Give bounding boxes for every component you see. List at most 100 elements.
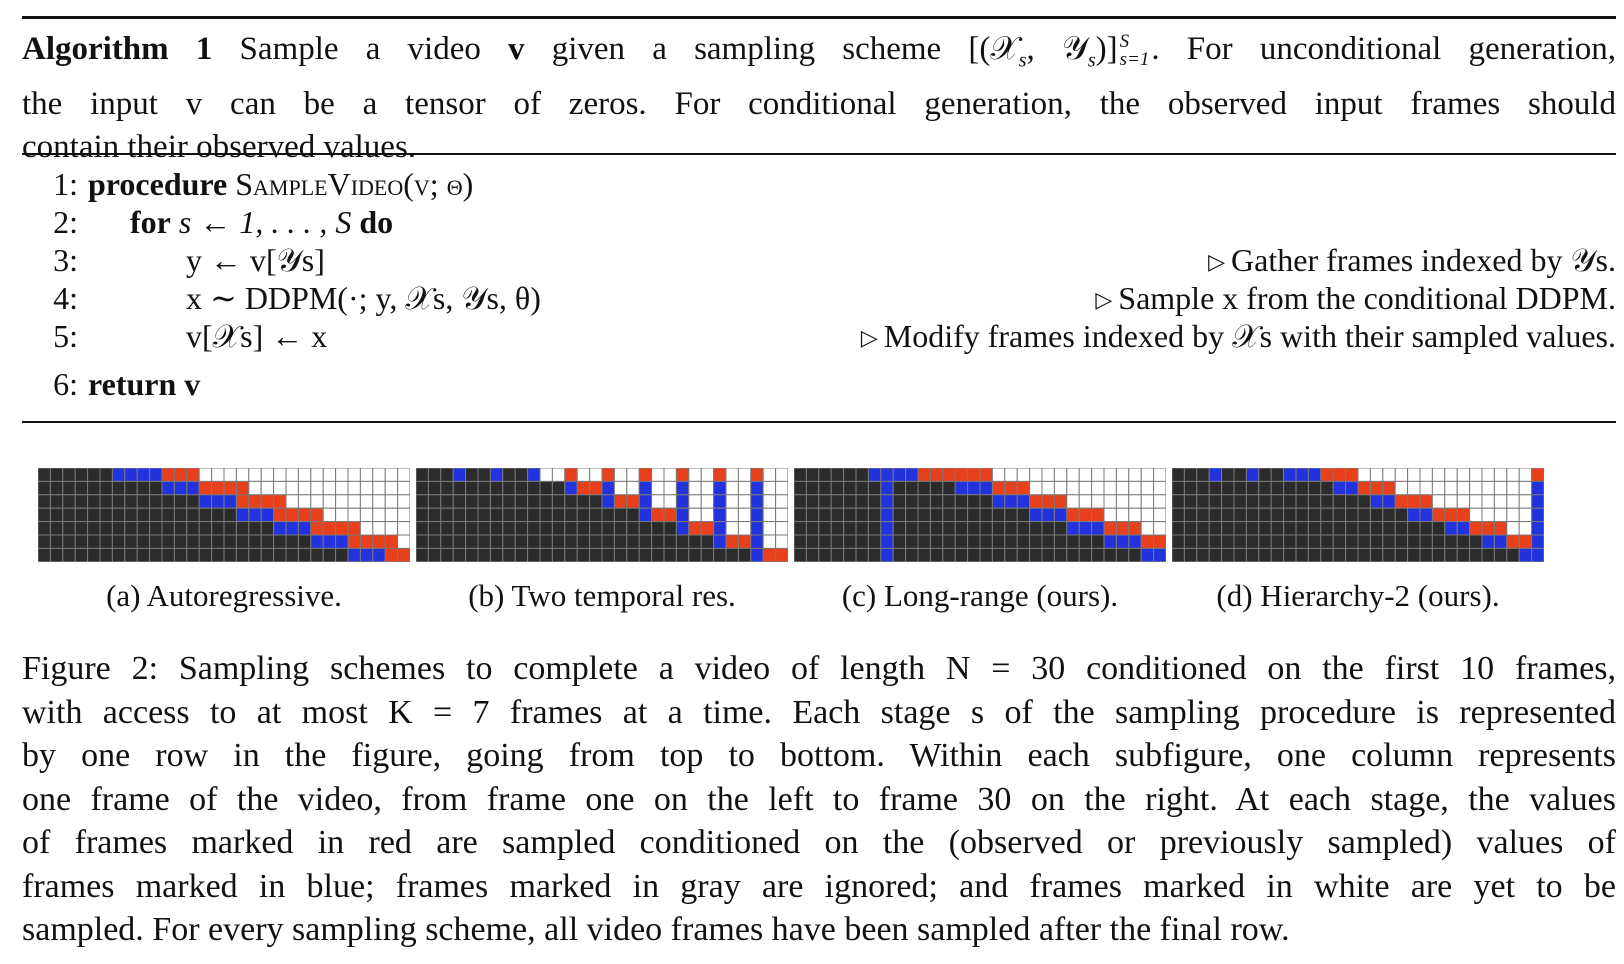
grid-cell [1332,494,1347,509]
grid-cell [880,521,894,536]
grid-cell [1221,494,1235,509]
grid-cell [149,534,163,549]
grid-cell [762,480,777,496]
grid-cell [762,468,777,482]
grid-cell [713,494,727,509]
grid-cell [173,547,188,562]
grid-cell [477,547,491,562]
grid-cell [1140,521,1155,536]
grid-cell [967,534,981,549]
grid-cell [235,468,250,482]
grid-cell [539,507,553,523]
grid-cell [384,547,399,562]
grid-cell [1283,547,1297,562]
grid-cell [1041,547,1055,562]
grid-cell [818,480,832,496]
grid-cell [1493,480,1508,496]
grid-cell [124,507,138,523]
grid-cell [322,521,337,536]
grid-cell [1091,468,1105,482]
grid-cell [310,534,324,549]
grid-cell [663,480,677,496]
grid-cell [1004,547,1018,562]
grid-cell [1004,494,1018,509]
grid-cell [1270,494,1285,509]
grid-cell [1493,507,1508,523]
grid-cell [99,480,113,496]
grid-cell [1320,480,1334,496]
grid-cell [762,547,777,562]
grid-cell [273,534,287,549]
grid-cell [905,547,919,562]
grid-cell [136,534,151,549]
grid-cell [1245,480,1260,496]
grid-cell [1016,468,1031,482]
grid-cell [1345,521,1359,536]
line-number: 4: [53,280,78,316]
grid-cell [1506,521,1520,536]
grid-cell [1444,494,1458,509]
grid-cell [1270,480,1285,496]
grid-cell [223,507,237,523]
grid-cell [967,468,981,482]
grid-cell [551,494,566,509]
grid-cell [880,547,894,562]
grid-cell [223,547,237,562]
grid-cell [1140,507,1155,523]
grid-cell [688,494,702,509]
grid-cell [762,521,777,536]
grid-cell [1357,547,1371,562]
grid-cell [359,507,374,523]
grid-cell [1140,480,1155,496]
grid-cell [613,534,628,549]
grid-cell [713,521,727,536]
grid-cell [1419,468,1433,482]
grid-cell [830,547,845,562]
grid-cell [1394,507,1409,523]
grid-cell [1407,521,1421,536]
grid-cell [794,534,807,549]
grid-cell [1091,507,1105,523]
grid-cell [942,480,956,496]
grid-cell [416,480,429,496]
grid-cell [725,507,739,523]
grid-cell [74,547,89,562]
grid-cell [1128,534,1142,549]
grid-cell [1307,547,1322,562]
grid-cell [1172,507,1185,523]
grid-cell [384,521,399,536]
grid-cell [1419,494,1433,509]
grid-cell [638,468,653,482]
grid-cell [49,494,64,509]
keyword-return: return [88,366,177,402]
grid-cell [651,494,665,509]
grid-cell [1481,534,1495,549]
grid-cell [248,547,262,562]
grid-cell [1183,507,1198,523]
grid-cell [347,521,361,536]
grid-cell [1041,468,1055,482]
grid-cell [1382,480,1396,496]
grid-cell [111,534,126,549]
grid-cell [725,468,739,482]
grid-cell [1469,547,1483,562]
grid-cell [1531,547,1544,562]
keyword-procedure: procedure [88,166,228,202]
grid-cell [372,494,386,509]
grid-cell [1103,534,1117,549]
grid-cell [1295,480,1309,496]
grid-cell [124,480,138,496]
grid-cell [1382,494,1396,509]
grid-cell [273,547,287,562]
grid-cell [1208,547,1223,562]
grid-cell [489,468,504,482]
grid-cell [905,521,919,536]
grid-cell [663,468,677,482]
grid-cell [917,507,931,523]
grid-cell [161,507,175,523]
grid-cell [1382,521,1396,536]
grid-cell [564,507,578,523]
grid-cell [700,494,715,509]
grid-cell [465,521,479,536]
figure-caption-line: of frames marked in red are sampled cond… [22,824,1616,861]
